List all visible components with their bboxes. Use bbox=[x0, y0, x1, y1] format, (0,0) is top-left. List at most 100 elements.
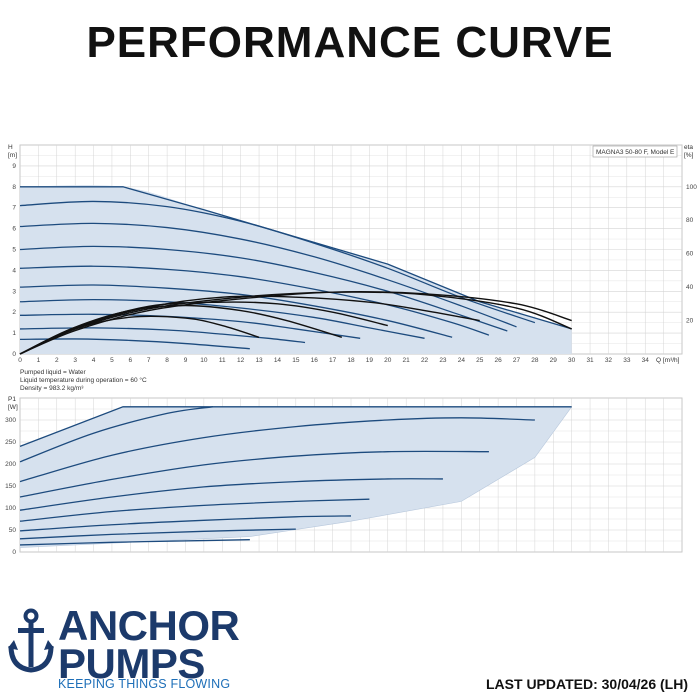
x-tick-label: 23 bbox=[439, 357, 447, 364]
x-tick-label: 18 bbox=[347, 357, 355, 364]
y-tick-label: 2 bbox=[12, 309, 16, 316]
y-tick-label: 3 bbox=[12, 288, 16, 295]
head-curve-1 bbox=[19, 200, 536, 324]
head-curve-3 bbox=[19, 245, 508, 332]
x-tick-label: 21 bbox=[403, 357, 411, 364]
power-curve-6 bbox=[19, 515, 352, 532]
model-label: MAGNA3 50-80 F, Model E bbox=[596, 149, 675, 156]
power-curve-0 bbox=[19, 406, 572, 448]
x-tick-label: 31 bbox=[586, 357, 594, 364]
logo-wordmark: ANCHOR PUMPS bbox=[58, 602, 240, 687]
head-curve-6 bbox=[19, 299, 425, 339]
power-curve-4 bbox=[19, 478, 443, 511]
y2-axis-unit: [%] bbox=[684, 152, 694, 159]
x-tick-label: 12 bbox=[237, 357, 245, 364]
x-tick-label: 28 bbox=[531, 357, 539, 364]
y2-tick-label: 20 bbox=[686, 318, 694, 325]
x-tick-label: 3 bbox=[73, 357, 77, 364]
y-axis-unit: [m] bbox=[8, 152, 17, 159]
liquid-note-1: Liquid temperature during operation = 60… bbox=[20, 376, 147, 384]
head-curve-7 bbox=[19, 313, 361, 339]
x-tick-label: 34 bbox=[642, 357, 650, 364]
power-y-tick-label: 250 bbox=[5, 439, 16, 446]
power-y-tick-label: 50 bbox=[9, 527, 17, 534]
y2-tick-label: 80 bbox=[686, 217, 694, 224]
y-tick-label: 8 bbox=[12, 184, 16, 191]
x-tick-label: 1 bbox=[37, 357, 41, 364]
eta-curve-5 bbox=[19, 315, 260, 355]
x-tick-label: 5 bbox=[110, 357, 114, 364]
x-tick-label: 4 bbox=[92, 357, 96, 364]
x-tick-label: 9 bbox=[184, 357, 188, 364]
head-curve-2 bbox=[19, 222, 517, 328]
liquid-note-2: Density = 983.2 kg/m³ bbox=[20, 385, 84, 392]
power-curve-1 bbox=[19, 406, 214, 463]
y2-tick-label: 60 bbox=[686, 251, 694, 258]
y-tick-label: 9 bbox=[12, 163, 16, 170]
eta-curve-0 bbox=[19, 291, 572, 355]
power-envelope-edge bbox=[19, 406, 572, 548]
logo-line-2: PUMPS bbox=[58, 640, 205, 687]
power-curve-8 bbox=[19, 539, 250, 546]
x-tick-label: 24 bbox=[458, 357, 466, 364]
power-y-axis-unit: [W] bbox=[8, 404, 18, 411]
x-tick-label: 2 bbox=[55, 357, 59, 364]
x-tick-label: 33 bbox=[623, 357, 631, 364]
power-y-axis-label: P1 bbox=[8, 396, 16, 403]
x-tick-label: 13 bbox=[255, 357, 263, 364]
power-chart bbox=[19, 397, 683, 553]
eta-curve-4 bbox=[19, 304, 343, 355]
power-y-tick-label: 150 bbox=[5, 483, 16, 490]
logo-tagline: KEEPING THINGS FLOWING bbox=[58, 677, 231, 691]
logo-line-1: ANCHOR bbox=[58, 602, 240, 649]
x-tick-label: 15 bbox=[292, 357, 300, 364]
x-tick-label: 11 bbox=[219, 357, 226, 364]
x-tick-label: 26 bbox=[494, 357, 502, 364]
y-tick-label: 0 bbox=[12, 351, 16, 358]
last-updated: LAST UPDATED: 30/04/26 (LH) bbox=[486, 676, 688, 692]
x-axis-label: Q [m³/h] bbox=[656, 357, 680, 364]
y2-tick-label: 100 bbox=[686, 184, 697, 191]
head-curve-4 bbox=[19, 265, 490, 336]
x-tick-label: 27 bbox=[513, 357, 521, 364]
x-tick-label: 6 bbox=[129, 357, 133, 364]
power-y-tick-label: 200 bbox=[5, 461, 16, 468]
power-y-tick-label: 100 bbox=[5, 505, 16, 512]
power-curve-7 bbox=[19, 528, 296, 540]
x-tick-label: 19 bbox=[366, 357, 374, 364]
y-tick-label: 5 bbox=[12, 247, 16, 254]
y2-axis-label: eta bbox=[684, 144, 693, 151]
x-tick-label: 0 bbox=[18, 357, 22, 364]
y-tick-label: 1 bbox=[12, 330, 16, 337]
y-tick-label: 4 bbox=[12, 267, 16, 274]
x-tick-label: 16 bbox=[311, 357, 319, 364]
liquid-note-0: Pumped liquid = Water bbox=[20, 369, 87, 376]
x-tick-label: 17 bbox=[329, 357, 337, 364]
x-tick-label: 22 bbox=[421, 357, 429, 364]
eta-curve-2 bbox=[19, 295, 480, 355]
power-curve-2 bbox=[19, 417, 535, 483]
head-chart bbox=[19, 144, 683, 355]
x-tick-label: 25 bbox=[476, 357, 484, 364]
y2-tick-label: 40 bbox=[686, 284, 694, 291]
x-tick-label: 20 bbox=[384, 357, 392, 364]
head-curve-9 bbox=[19, 338, 250, 350]
x-tick-label: 29 bbox=[550, 357, 558, 364]
page-title: PERFORMANCE CURVE bbox=[86, 18, 614, 67]
power-y-tick-label: 0 bbox=[12, 549, 16, 556]
y-tick-label: 7 bbox=[12, 205, 16, 212]
power-y-tick-label: 300 bbox=[5, 417, 16, 424]
model-label-box bbox=[592, 145, 678, 158]
power-envelope-fill bbox=[20, 406, 572, 548]
y-tick-label: 6 bbox=[12, 226, 16, 233]
x-tick-label: 8 bbox=[165, 357, 169, 364]
y-axis-label: H bbox=[8, 144, 13, 151]
x-tick-label: 14 bbox=[274, 357, 282, 364]
head-curve-5 bbox=[19, 284, 453, 338]
x-tick-label: 10 bbox=[200, 357, 208, 364]
power-curve-3 bbox=[19, 450, 489, 498]
x-tick-label: 32 bbox=[605, 357, 613, 364]
x-tick-label: 7 bbox=[147, 357, 151, 364]
anchor-icon bbox=[8, 608, 54, 679]
